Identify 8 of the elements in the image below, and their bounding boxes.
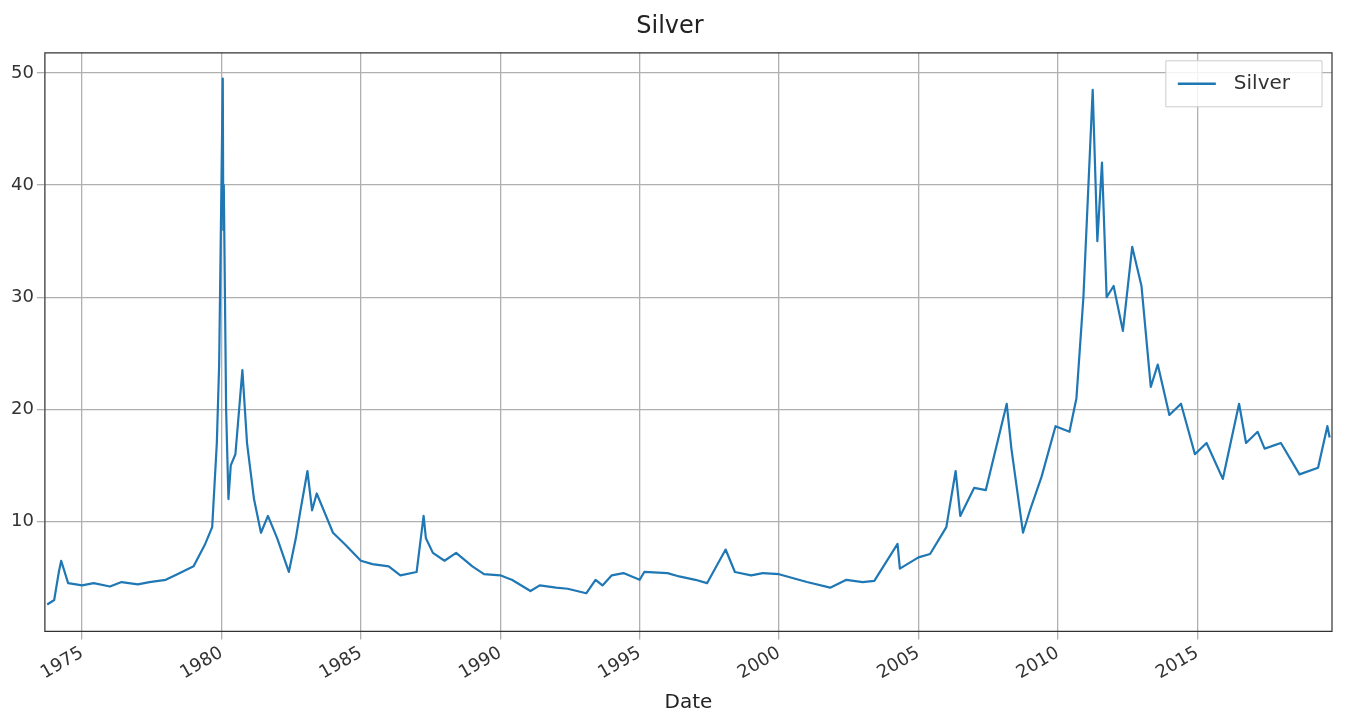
y-tick-label: 50 xyxy=(11,60,34,82)
y-tick-label: 30 xyxy=(11,284,34,306)
y-tick-label: 20 xyxy=(11,397,34,419)
x-axis-title: Date xyxy=(664,689,713,714)
y-tick-label: 40 xyxy=(11,172,34,194)
legend-label: Silver xyxy=(1233,70,1291,94)
chart-title: Silver xyxy=(636,10,704,39)
y-tick-label: 10 xyxy=(11,509,34,531)
